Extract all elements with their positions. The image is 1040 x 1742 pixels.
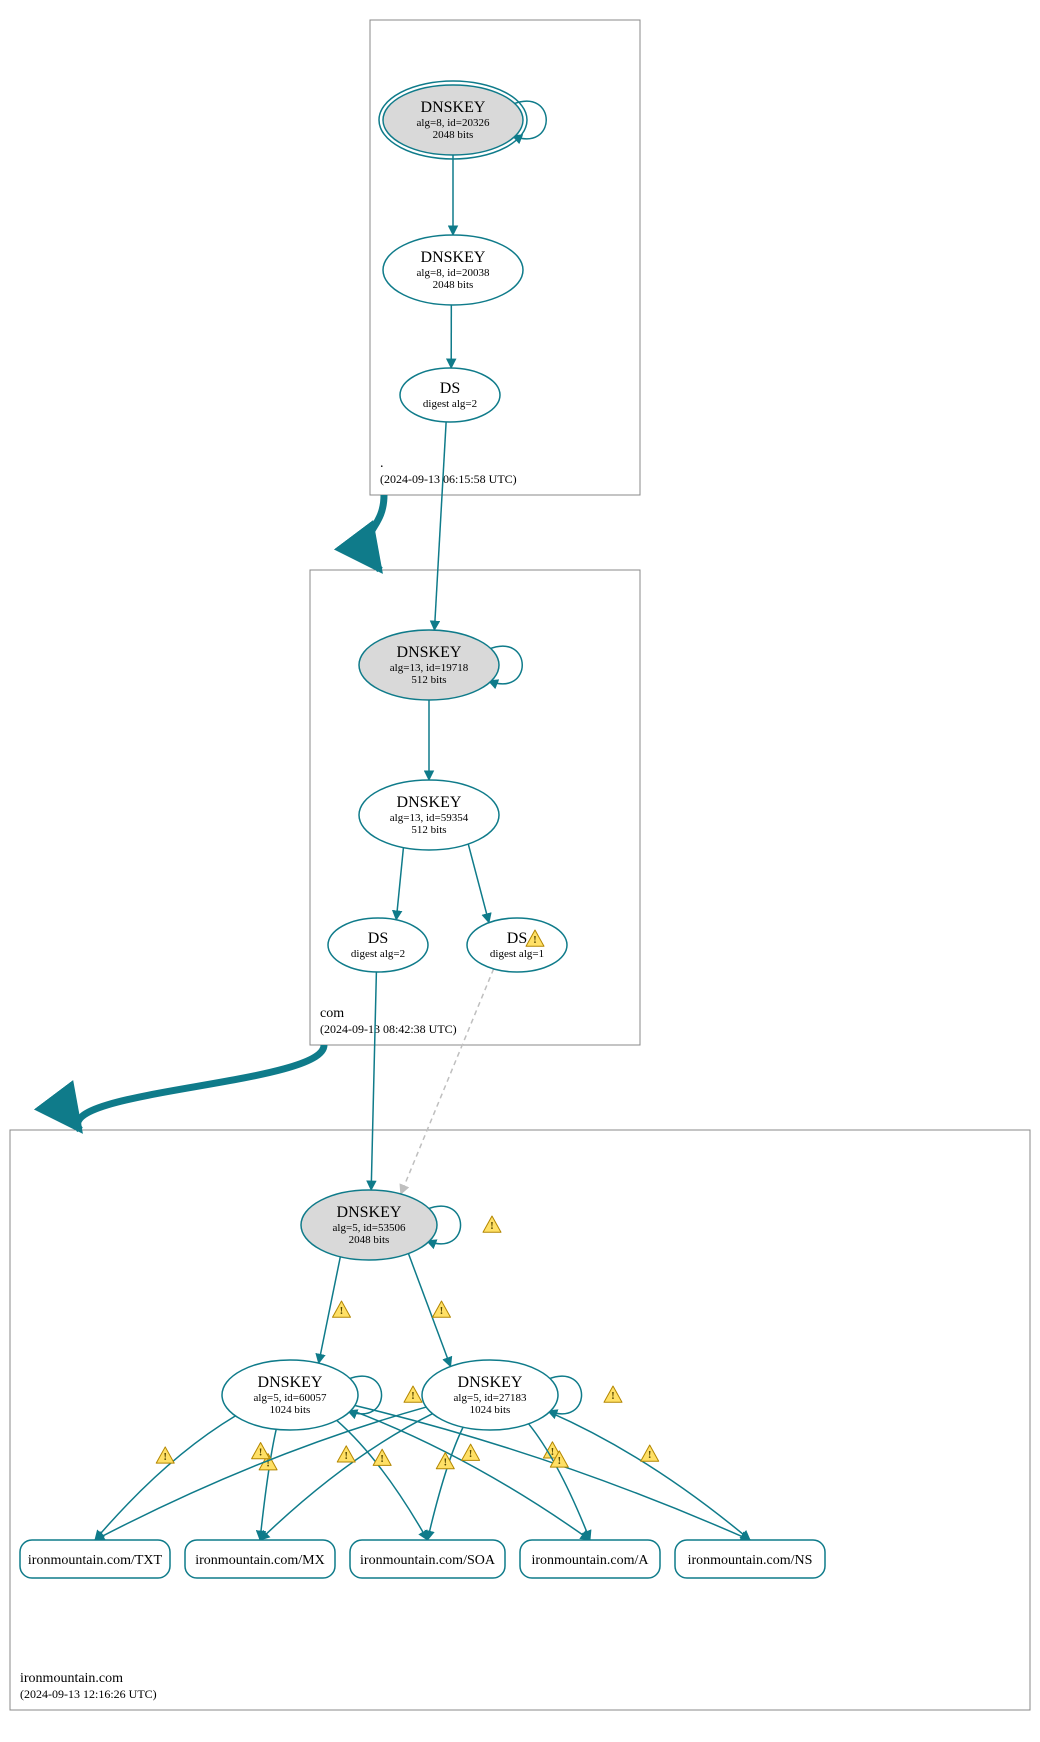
zone-arrow — [368, 495, 384, 570]
node-dom_zsk1: DNSKEYalg=5, id=600571024 bits — [222, 1360, 358, 1430]
warning-icon: ! — [373, 1449, 391, 1465]
node-com_ksk: DNSKEYalg=13, id=19718512 bits — [359, 630, 499, 700]
zone-arrow — [78, 1045, 324, 1130]
dnssec-diagram: .(2024-09-13 06:15:58 UTC)com(2024-09-13… — [0, 0, 1040, 1742]
node-title: DNSKEY — [421, 249, 486, 266]
warning-icon: ! — [252, 1443, 270, 1459]
svg-text:!: ! — [411, 1390, 415, 1402]
node-detail: alg=8, id=20326 — [417, 117, 490, 129]
rr-edge — [428, 1427, 464, 1540]
node-detail: 1024 bits — [270, 1404, 311, 1416]
rr-edge — [529, 1424, 590, 1540]
node-detail: alg=5, id=27183 — [454, 1392, 527, 1404]
zone-label-domain: ironmountain.com — [20, 1671, 123, 1686]
warning-icon: ! — [483, 1216, 501, 1232]
warning-icon: ! — [404, 1386, 422, 1402]
node-root_ds: DSdigest alg=2 — [400, 368, 500, 422]
node-detail: digest alg=1 — [490, 948, 544, 960]
rr-edge — [549, 1412, 750, 1540]
svg-text:!: ! — [557, 1455, 561, 1467]
svg-text:!: ! — [533, 934, 537, 946]
node-detail: 512 bits — [411, 674, 446, 686]
node-detail: 512 bits — [411, 824, 446, 836]
node-detail: digest alg=2 — [351, 948, 405, 960]
record-label: ironmountain.com/A — [531, 1553, 649, 1568]
edge — [434, 422, 446, 630]
node-title: DNSKEY — [397, 644, 462, 661]
rr-edge — [95, 1416, 235, 1540]
node-detail: 2048 bits — [433, 279, 474, 291]
node-title: DNSKEY — [258, 1374, 323, 1391]
zone-label-com: com — [320, 1006, 344, 1021]
node-com_zsk: DNSKEYalg=13, id=59354512 bits — [359, 780, 499, 850]
edge — [401, 969, 494, 1194]
rr-edge — [351, 1410, 590, 1540]
node-detail: 2048 bits — [349, 1234, 390, 1246]
node-title: DNSKEY — [458, 1374, 523, 1391]
node-detail: alg=5, id=53506 — [333, 1222, 406, 1234]
svg-text:!: ! — [259, 1447, 263, 1459]
svg-text:!: ! — [340, 1305, 344, 1317]
warning-icon: ! — [641, 1445, 659, 1461]
record-label: ironmountain.com/NS — [688, 1553, 813, 1568]
node-root_ksk: DNSKEYalg=8, id=203262048 bits — [379, 81, 527, 159]
node-detail: 2048 bits — [433, 129, 474, 141]
svg-text:!: ! — [380, 1453, 384, 1465]
rr-edge — [355, 1406, 750, 1540]
node-com_ds2: DSdigest alg=1! — [467, 918, 567, 972]
node-title: DS — [368, 930, 388, 947]
edge — [371, 972, 376, 1190]
node-detail: alg=13, id=59354 — [390, 812, 469, 824]
svg-text:!: ! — [611, 1390, 615, 1402]
warning-icon: ! — [433, 1301, 451, 1317]
node-dom_ksk: DNSKEYalg=5, id=535062048 bits — [301, 1190, 437, 1260]
svg-text:!: ! — [490, 1220, 494, 1232]
node-dom_zsk2: DNSKEYalg=5, id=271831024 bits — [422, 1360, 558, 1430]
node-title: DS — [507, 930, 527, 947]
edge — [468, 844, 489, 923]
node-title: DNSKEY — [397, 794, 462, 811]
svg-text:!: ! — [344, 1450, 348, 1462]
zone-timestamp-domain: (2024-09-13 12:16:26 UTC) — [20, 1687, 157, 1701]
svg-text:!: ! — [648, 1449, 652, 1461]
warning-icon: ! — [604, 1386, 622, 1402]
zone-label-root: . — [380, 456, 384, 471]
node-detail: alg=13, id=19718 — [390, 662, 469, 674]
node-detail: alg=8, id=20038 — [417, 267, 490, 279]
svg-text:!: ! — [163, 1451, 167, 1463]
record-label: ironmountain.com/TXT — [28, 1553, 163, 1568]
zone-timestamp-com: (2024-09-13 08:42:38 UTC) — [320, 1022, 457, 1036]
node-detail: alg=5, id=60057 — [254, 1392, 327, 1404]
zone-timestamp-root: (2024-09-13 06:15:58 UTC) — [380, 472, 517, 486]
node-root_zsk: DNSKEYalg=8, id=200382048 bits — [383, 235, 523, 305]
edge — [396, 848, 403, 920]
node-title: DS — [440, 380, 460, 397]
svg-text:!: ! — [440, 1305, 444, 1317]
node-detail: digest alg=2 — [423, 398, 477, 410]
warning-icon: ! — [337, 1446, 355, 1462]
node-title: DNSKEY — [421, 99, 486, 116]
svg-text:!: ! — [469, 1448, 473, 1460]
warning-icon: ! — [333, 1301, 351, 1317]
record-label: ironmountain.com/MX — [195, 1553, 325, 1568]
record-label: ironmountain.com/SOA — [360, 1553, 496, 1568]
svg-text:!: ! — [443, 1457, 447, 1469]
node-title: DNSKEY — [337, 1204, 402, 1221]
warning-icon: ! — [462, 1444, 480, 1460]
warning-icon: ! — [156, 1447, 174, 1463]
node-com_ds1: DSdigest alg=2 — [328, 918, 428, 972]
rr-edge — [337, 1420, 428, 1540]
node-detail: 1024 bits — [470, 1404, 511, 1416]
